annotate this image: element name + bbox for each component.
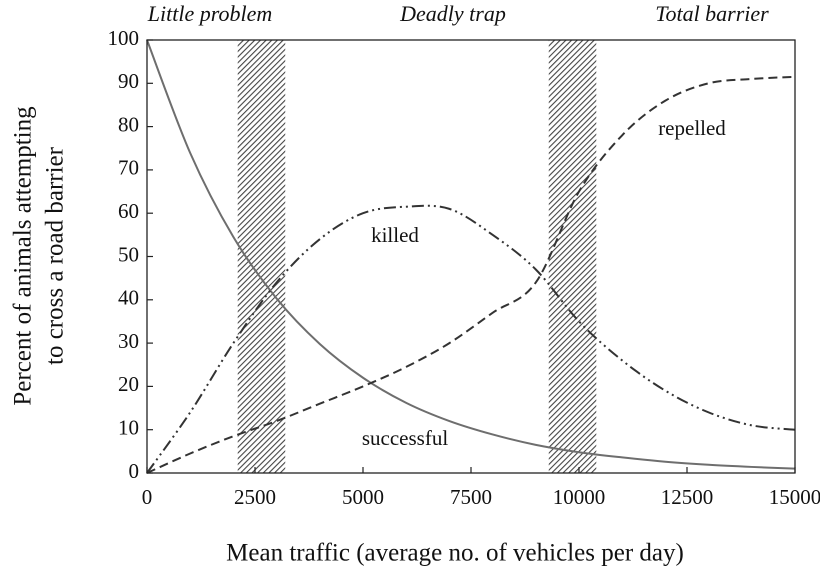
y-tick-label: 100 <box>108 26 140 50</box>
series-line <box>146 39 796 470</box>
y-tick-label: 0 <box>129 459 140 483</box>
shaded-region <box>548 40 597 473</box>
series-label: successful <box>362 426 448 450</box>
y-tick-label: 40 <box>118 286 139 310</box>
series-line <box>146 204 796 474</box>
y-tick-label: 90 <box>118 69 139 93</box>
y-tick-label: 10 <box>118 416 139 440</box>
y-tick-label: 60 <box>118 199 139 223</box>
y-axis-title: to cross a road barrier <box>42 146 69 365</box>
x-tick-label: 2500 <box>234 485 276 509</box>
x-axis-title: Mean traffic (average no. of vehicles pe… <box>226 540 684 567</box>
zone-label: Little problem <box>147 1 272 26</box>
x-tick-label: 0 <box>142 485 153 509</box>
y-tick-label: 70 <box>118 156 139 180</box>
x-tick-label: 5000 <box>342 485 384 509</box>
zone-label: Deadly trap <box>399 1 506 26</box>
x-tick-label: 7500 <box>450 485 492 509</box>
plot-frame <box>146 39 796 474</box>
y-tick-label: 50 <box>118 242 139 266</box>
x-tick-label: 12500 <box>661 485 714 509</box>
series-label: repelled <box>658 116 726 140</box>
y-tick-label: 30 <box>118 329 139 353</box>
y-tick-label: 80 <box>118 112 139 136</box>
x-tick-label: 10000 <box>553 485 606 509</box>
y-axis-title: Percent of animals attempting <box>10 106 37 406</box>
zone-label: Total barrier <box>655 1 769 26</box>
x-tick-label: 15000 <box>769 485 820 509</box>
series-line <box>146 75 796 474</box>
series-label: killed <box>371 223 419 247</box>
y-tick-label: 20 <box>118 372 139 396</box>
